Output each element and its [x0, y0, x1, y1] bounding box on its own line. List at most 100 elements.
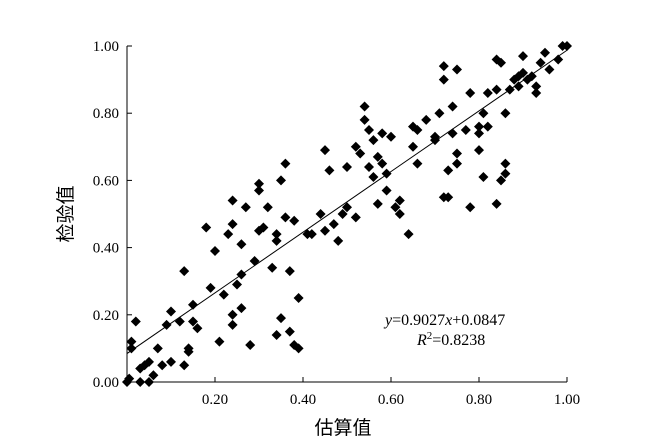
data-point: [205, 282, 216, 293]
x-tick-label: 0.40: [290, 392, 316, 408]
data-point: [359, 114, 370, 125]
data-point: [245, 340, 256, 351]
data-point: [359, 101, 370, 112]
data-point: [535, 57, 546, 68]
data-point: [144, 377, 154, 387]
data-point: [166, 306, 176, 317]
data-point: [518, 67, 528, 78]
data-point: [491, 54, 502, 65]
data-point: [368, 135, 379, 146]
data-point: [491, 84, 502, 95]
data-point: [201, 222, 212, 233]
x-tick-label: 0.20: [202, 392, 228, 408]
data-point: [271, 329, 282, 340]
data-point: [452, 148, 462, 159]
data-point: [518, 51, 528, 62]
data-point: [135, 377, 146, 387]
data-point: [179, 266, 190, 277]
data-point: [284, 326, 295, 337]
x-axis-title: 估算值: [314, 417, 371, 439]
data-point: [526, 71, 537, 82]
data-point: [434, 108, 445, 119]
regression-line: [126, 49, 568, 354]
data-point: [210, 245, 220, 256]
data-point: [183, 343, 194, 354]
data-point: [438, 74, 449, 85]
y-axis-title: 检验值: [55, 185, 77, 242]
data-point: [421, 114, 432, 125]
data-point: [152, 343, 163, 354]
data-point: [364, 125, 374, 135]
data-point: [482, 121, 493, 132]
data-point: [377, 158, 388, 169]
data-point: [447, 101, 458, 112]
data-point: [372, 198, 383, 209]
data-point: [320, 225, 330, 236]
data-point: [337, 209, 348, 219]
data-point: [500, 168, 511, 179]
data-point: [218, 289, 229, 300]
data-point: [227, 319, 238, 330]
y-tick-label: 1.00: [93, 39, 119, 55]
y-tick-label: 0.60: [93, 173, 119, 189]
axes: [126, 46, 567, 383]
data-point: [306, 229, 317, 240]
data-point: [394, 209, 405, 219]
data-point: [236, 303, 247, 314]
data-point: [214, 336, 225, 347]
data-point: [540, 47, 550, 58]
data-point: [531, 81, 542, 92]
data-point: [496, 57, 506, 68]
data-point: [267, 262, 278, 273]
y-tick-label: 0.80: [93, 106, 119, 122]
data-point: [328, 219, 339, 230]
data-point: [496, 175, 506, 186]
data-point: [355, 148, 366, 159]
data-point: [236, 239, 247, 250]
data-point: [412, 158, 423, 169]
data-point: [372, 151, 383, 162]
x-tick-label: 0.80: [466, 392, 492, 408]
data-point: [254, 185, 264, 196]
data-point: [276, 175, 286, 186]
data-point: [491, 198, 502, 209]
data-point: [350, 141, 361, 152]
data-point: [324, 165, 335, 176]
data-point: [249, 256, 260, 267]
y-tick-label: 0.20: [93, 308, 119, 324]
data-point: [227, 309, 238, 320]
data-point: [280, 158, 291, 169]
data-point: [500, 108, 511, 119]
data-point: [368, 172, 379, 183]
data-point: [315, 209, 326, 219]
y-tick-label: 0.40: [93, 241, 119, 257]
data-point: [465, 202, 476, 213]
data-point: [232, 279, 242, 290]
data-point: [350, 212, 361, 223]
data-point: [284, 266, 295, 277]
data-point: [227, 219, 238, 230]
data-point: [562, 41, 572, 51]
data-point: [271, 235, 282, 246]
x-tick-label: 0.60: [378, 392, 404, 408]
data-point: [438, 61, 449, 72]
data-point: [293, 293, 304, 303]
data-point: [166, 356, 176, 367]
data-point: [254, 178, 264, 189]
data-point: [126, 336, 137, 347]
data-point: [262, 202, 273, 213]
r-squared-label: R2=0.8238: [416, 330, 485, 349]
data-point: [179, 360, 190, 371]
data-point: [474, 128, 484, 139]
data-point: [390, 202, 401, 213]
x-tick-label: 1.00: [554, 392, 580, 408]
data-point: [342, 161, 352, 172]
data-point: [276, 313, 286, 324]
data-point: [381, 185, 392, 196]
data-point: [320, 145, 330, 156]
data-point: [188, 316, 198, 327]
x-axis-ticks: 0.20 0.40 0.60 0.80 1.00: [202, 377, 580, 408]
data-point: [240, 202, 251, 213]
data-point: [482, 88, 493, 99]
